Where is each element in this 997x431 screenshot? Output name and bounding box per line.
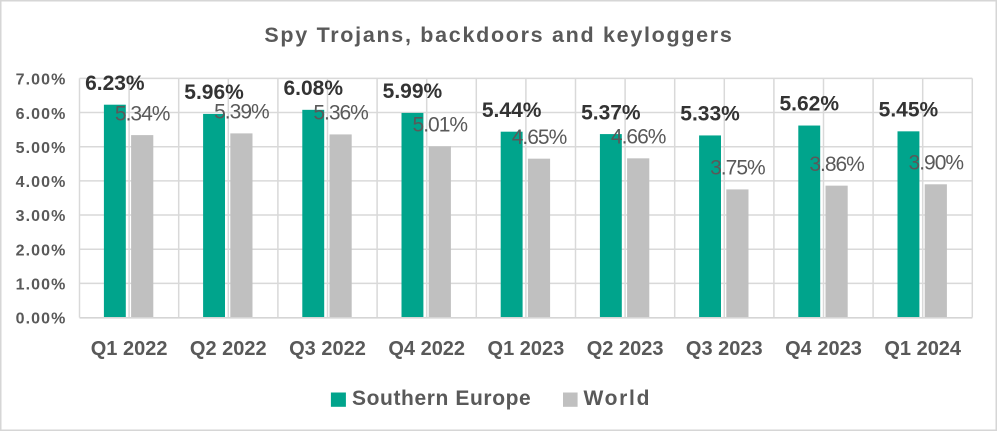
svg-text:Q2 2022: Q2 2022 [190,338,267,360]
svg-text:5.01%: 5.01% [413,114,468,137]
svg-text:5.34%: 5.34% [115,102,170,125]
svg-text:Southern Europe: Southern Europe [352,387,531,410]
svg-text:Q4 2023: Q4 2023 [785,338,862,360]
svg-text:4.66%: 4.66% [611,126,666,149]
svg-text:Q3 2022: Q3 2022 [289,338,366,360]
svg-text:6.08%: 6.08% [283,77,343,100]
svg-text:5.44%: 5.44% [482,99,542,122]
svg-text:5.96%: 5.96% [184,81,244,104]
svg-text:3.75%: 3.75% [710,157,765,180]
svg-text:5.00%: 5.00% [16,140,67,157]
svg-text:2.00%: 2.00% [16,242,67,259]
svg-text:Q1 2024: Q1 2024 [884,338,962,360]
svg-text:5.99%: 5.99% [383,80,443,103]
svg-text:3.90%: 3.90% [909,151,964,174]
svg-text:6.00%: 6.00% [16,106,67,123]
svg-text:6.23%: 6.23% [85,72,145,95]
svg-text:Q3 2023: Q3 2023 [686,338,763,360]
svg-text:Q4 2022: Q4 2022 [388,338,465,360]
svg-text:Spy Trojans, backdoors and key: Spy Trojans, backdoors and keyloggers [264,23,733,47]
svg-text:5.36%: 5.36% [313,102,368,125]
svg-text:Q2 2023: Q2 2023 [587,338,664,360]
svg-text:5.33%: 5.33% [680,103,740,126]
svg-text:5.37%: 5.37% [581,101,641,124]
svg-text:4.00%: 4.00% [16,174,67,191]
svg-text:World: World [584,387,652,410]
svg-text:Q1 2023: Q1 2023 [488,338,565,360]
svg-text:7.00%: 7.00% [16,72,67,89]
svg-text:0.00%: 0.00% [16,311,67,328]
svg-text:Q1 2022: Q1 2022 [91,338,168,360]
svg-text:5.39%: 5.39% [214,101,269,124]
svg-text:5.45%: 5.45% [879,99,939,122]
svg-text:3.86%: 3.86% [809,153,864,176]
svg-text:3.00%: 3.00% [16,208,67,225]
svg-text:5.62%: 5.62% [779,93,839,116]
svg-text:1.00%: 1.00% [16,277,67,294]
svg-text:4.65%: 4.65% [512,126,567,149]
